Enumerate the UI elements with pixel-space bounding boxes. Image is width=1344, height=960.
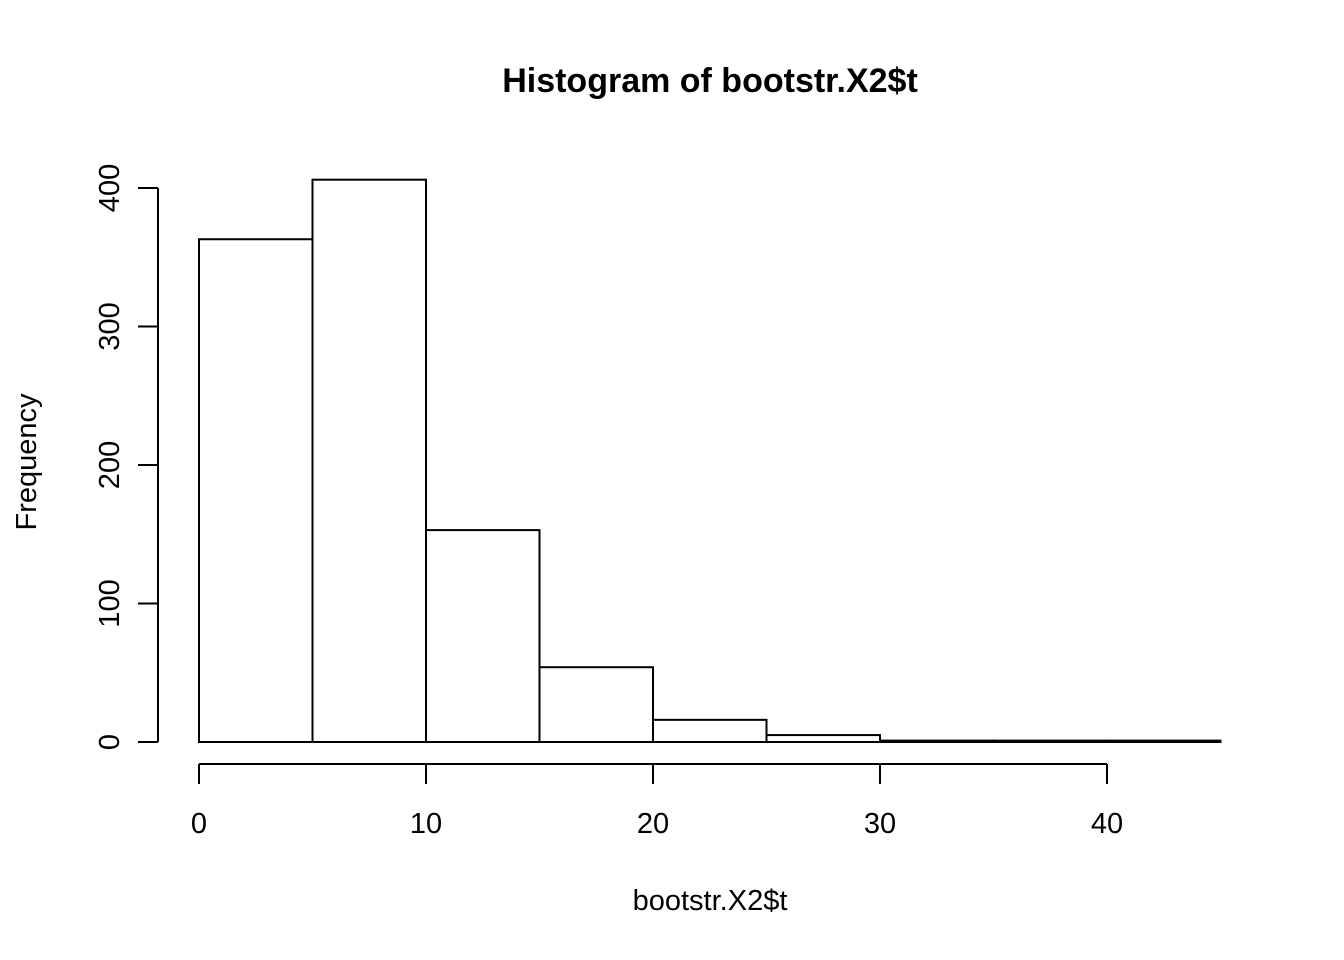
- y-tick-label: 100: [94, 579, 126, 627]
- histogram-bar: [992, 739, 1108, 743]
- histogram-bar: [765, 734, 881, 744]
- x-tick-label: 0: [191, 808, 207, 840]
- histogram-bars: [198, 178, 1222, 744]
- histogram-bar: [311, 178, 427, 743]
- x-axis-label: bootstr.X2$t: [633, 885, 788, 917]
- x-tick-label: 30: [864, 808, 896, 840]
- histogram-bar: [538, 666, 654, 744]
- histogram-bar: [1106, 739, 1222, 743]
- chart-title: Histogram of bootstr.X2$t: [502, 62, 918, 100]
- y-tick-label: 200: [94, 441, 126, 489]
- y-tick-label: 400: [94, 164, 126, 212]
- histogram-bar: [198, 238, 314, 743]
- y-tick-label: 0: [94, 734, 126, 750]
- y-axis: 0 100 200 300 400: [94, 164, 159, 750]
- histogram-bar: [879, 739, 995, 743]
- histogram-bar: [425, 529, 541, 743]
- x-axis: 0 10 20 30 40: [191, 763, 1123, 840]
- x-tick-label: 10: [410, 808, 442, 840]
- histogram-bar: [652, 718, 768, 744]
- y-tick-label: 300: [94, 302, 126, 350]
- y-axis-label: Frequency: [11, 393, 43, 531]
- x-tick-label: 20: [637, 808, 669, 840]
- x-tick-label: 40: [1091, 808, 1123, 840]
